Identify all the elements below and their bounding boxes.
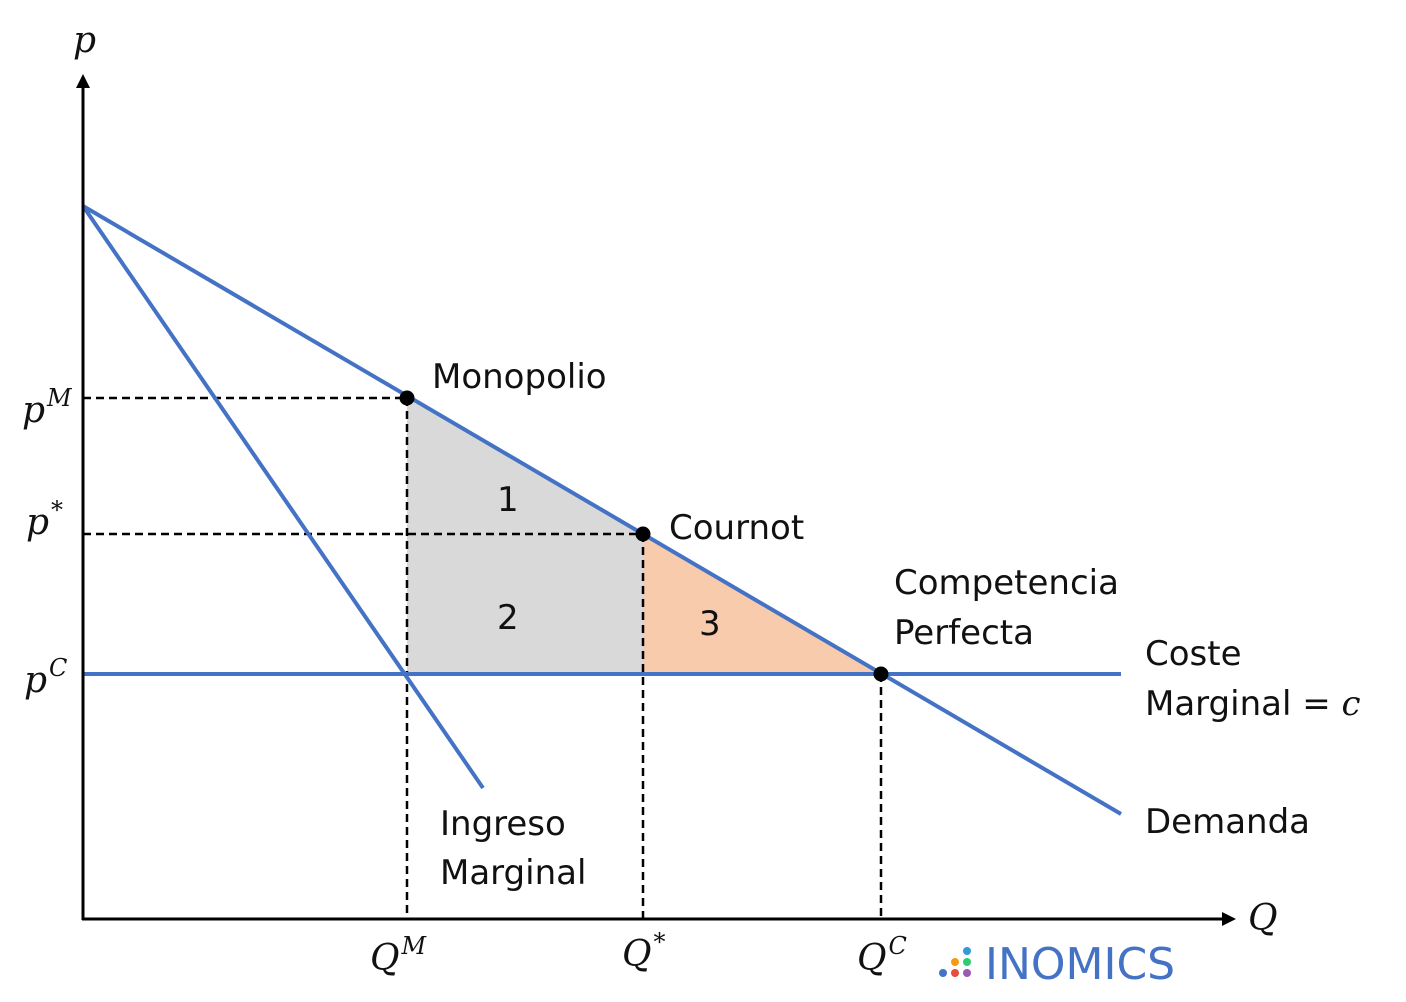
demand-curve [81,204,1123,816]
y-axis-label: p [73,20,96,61]
dashed-guides [83,396,883,918]
area-2-label: 2 [497,598,519,638]
monopolio-label: Monopolio [432,357,607,397]
area-1-label: 1 [497,480,519,520]
marginal-revenue-curve [81,204,485,790]
logo-dots-icon [939,947,971,977]
ingreso-marginal-label-line2: Marginal [440,853,586,893]
coste-marginal-label-line2: Marginal = c [1145,684,1361,724]
x-axis-label: Q [1248,898,1278,939]
quantity-label-QC: QC [857,932,907,979]
demanda-label: Demanda [1145,802,1310,842]
quantity-label-Qstar: Q* [622,928,666,975]
ingreso-marginal-label-line1: Ingreso [440,804,566,844]
competencia-label-line1: Competencia [894,563,1119,603]
monopoly-point [399,390,415,406]
price-label-pstar: p* [26,496,63,543]
coste-marginal-label-line1: Coste [1145,634,1242,674]
cournot-point [635,526,651,542]
price-label-pC: pC [24,654,67,701]
area-2-rectangle-shade [407,534,643,674]
perfect-competition-point [873,666,889,682]
area-3-label: 3 [699,604,721,644]
competencia-label-line2: Perfecta [894,613,1034,653]
inomics-logo: INOMICS [939,939,1175,990]
cournot-label: Cournot [669,508,804,548]
price-label-pM: pM [22,384,73,431]
logo-text: INOMICS [985,939,1175,990]
quantity-label-QM: QM [370,932,428,979]
